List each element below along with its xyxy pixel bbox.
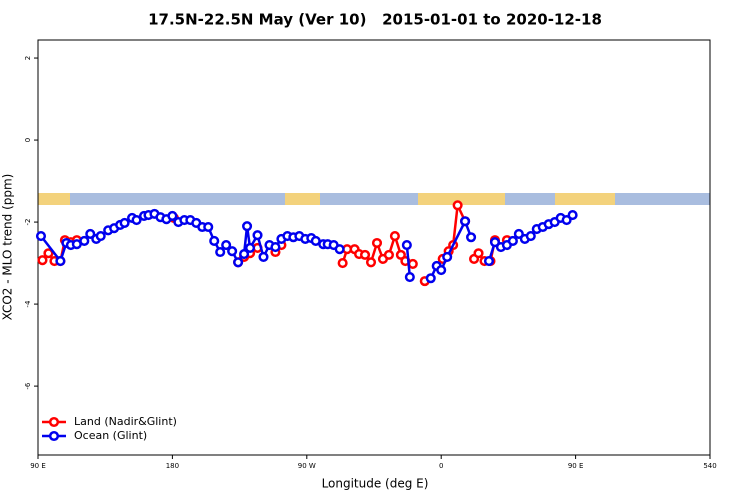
point — [270, 242, 281, 253]
point — [460, 216, 471, 227]
point — [407, 258, 418, 269]
point — [221, 239, 232, 251]
point — [404, 271, 415, 283]
x-tick-label: 540 — [703, 462, 716, 470]
point — [337, 258, 348, 269]
point — [483, 255, 495, 267]
point — [203, 221, 214, 233]
point — [233, 257, 244, 268]
point — [85, 228, 96, 240]
point — [452, 200, 463, 211]
point — [365, 257, 377, 268]
legend-label: Land (Nadir&Glint) — [74, 415, 177, 428]
legend-label: Ocean (Glint) — [74, 429, 147, 442]
point — [95, 230, 106, 242]
point — [525, 230, 536, 242]
y-tick-label: -4 — [24, 300, 32, 308]
x-tick-label: 180 — [166, 462, 179, 470]
point — [359, 249, 371, 260]
point — [215, 246, 226, 258]
point — [37, 255, 48, 266]
point — [239, 249, 250, 260]
map-strip — [38, 193, 710, 205]
point — [473, 248, 484, 259]
y-tick-label: 2 — [24, 56, 32, 60]
x-axis-label: Longitude (deg E) — [322, 477, 429, 491]
point — [43, 248, 54, 259]
point — [389, 230, 400, 242]
y-tick-label: 0 — [24, 138, 32, 142]
legend-marker — [48, 416, 60, 428]
x-tick-label: 90 E — [568, 462, 584, 470]
point — [425, 273, 436, 284]
point — [442, 251, 453, 262]
point — [401, 239, 412, 251]
point — [489, 237, 501, 248]
y-axis-label: XCO2 - MLO trend (ppm) — [1, 174, 15, 321]
point — [561, 214, 572, 226]
legend-marker — [48, 430, 60, 442]
point — [131, 214, 142, 226]
y-tick-label: -2 — [24, 219, 32, 226]
point — [55, 255, 66, 267]
x-tick-label: 90 W — [298, 462, 316, 470]
point — [567, 210, 578, 221]
point — [513, 228, 524, 240]
point — [258, 251, 269, 262]
point — [227, 246, 238, 257]
point — [507, 235, 518, 246]
point — [79, 235, 90, 246]
point — [245, 242, 256, 253]
point — [252, 230, 263, 241]
point — [209, 235, 220, 246]
point — [371, 237, 383, 249]
point — [242, 221, 253, 232]
point — [436, 265, 447, 276]
x-tick-label: 0 — [439, 462, 443, 470]
point — [383, 249, 394, 260]
chart-title: 17.5N-22.5N May (Ver 10) 2015-01-01 to 2… — [148, 11, 602, 29]
plot-frame — [37, 39, 711, 456]
point — [119, 217, 130, 228]
point — [35, 230, 47, 242]
y-tick-label: -6 — [24, 382, 32, 390]
point — [334, 244, 345, 255]
point — [167, 210, 178, 221]
point — [466, 232, 477, 243]
x-tick-label: 90 E — [30, 462, 46, 470]
